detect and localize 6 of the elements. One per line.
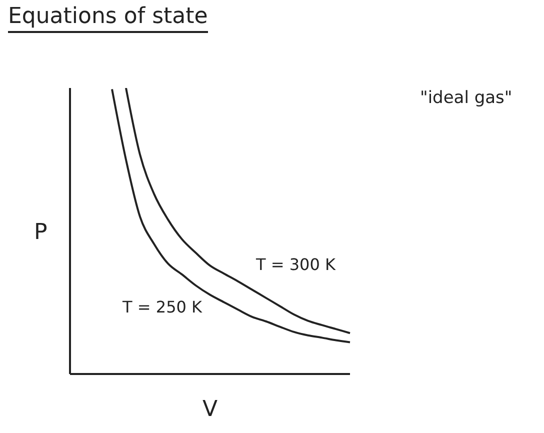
series-label: T = 300 K: [255, 254, 336, 274]
text: "ideal gas": [420, 88, 512, 108]
chart-title: Equations of state: [8, 4, 208, 33]
x-axis-title: V: [202, 397, 218, 422]
y-axis-title: P: [34, 220, 48, 245]
series-label: T = 250 K: [122, 297, 203, 316]
